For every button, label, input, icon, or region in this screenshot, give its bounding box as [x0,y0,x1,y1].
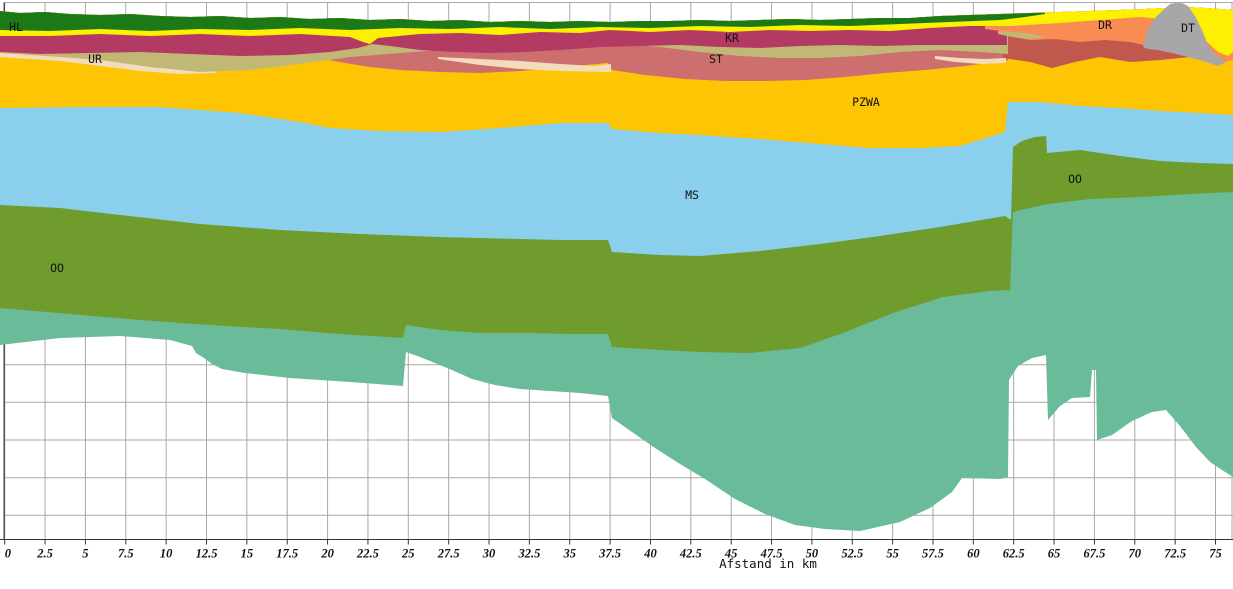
layer-khaki-sliver-east [998,31,1046,39]
x-tick-label-55: 55 [886,547,899,561]
x-tick-label-45: 45 [724,547,738,561]
x-tick-label-70: 70 [1129,547,1142,561]
formation-label-ms-5: MS [685,188,699,202]
x-tick-label-17.5: 17.5 [276,547,298,561]
formation-label-dr-8: DR [1098,18,1112,32]
x-tick-label-15: 15 [241,547,254,561]
x-tick-label-2.5: 2.5 [36,547,53,561]
x-tick-label-35: 35 [562,547,576,561]
x-tick-label-57.5: 57.5 [922,547,944,561]
formation-label-oo-6: OO [50,261,64,275]
formation-label-kr-2: KR [725,31,739,45]
formation-label-pzwa-4: PZWA [852,95,880,109]
x-tick-label-37.5: 37.5 [598,547,621,561]
x-tick-label-52.5: 52.5 [841,547,863,561]
x-tick-label-22.5: 22.5 [356,547,379,561]
x-tick-label-60: 60 [967,547,980,561]
x-tick-label-62.5: 62.5 [1003,547,1025,561]
layer-HL-green-cap [0,11,1045,31]
formation-label-oo-7: OO [1068,172,1082,186]
layer-wheat-lens-east [935,56,1006,64]
x-tick-label-50: 50 [806,547,819,561]
x-tick-label-42.5: 42.5 [679,547,702,561]
x-tick-label-32.5: 32.5 [517,547,540,561]
x-tick-label-7.5: 7.5 [118,547,134,561]
x-tick-label-47.5: 47.5 [760,547,783,561]
layer-DT-gray-hill [1143,2,1226,66]
x-tick-label-27.5: 27.5 [437,547,460,561]
x-tick-label-0: 0 [5,547,12,561]
x-tick-label-20: 20 [320,547,334,561]
x-tick-label-40: 40 [643,547,657,561]
formation-label-dt-9: DT [1181,21,1195,35]
x-tick-label-67.5: 67.5 [1083,547,1105,561]
x-axis-title: Afstand in km [719,556,817,571]
layer-wheat-lens-mid [438,57,611,72]
x-tick-label-72.5: 72.5 [1164,547,1186,561]
x-tick-label-65: 65 [1048,547,1061,561]
x-tick-label-30: 30 [482,547,496,561]
x-tick-label-5: 5 [82,547,88,561]
x-axis: 0 2.5 5 7.5 10 12.5 15 17.5 20 22.5 25 27.5 30 32.5 35… [0,539,1233,571]
x-tick-label-75: 75 [1209,547,1222,561]
formation-label-ur-1: UR [88,52,102,66]
x-tick-label-10: 10 [160,547,173,561]
formation-label-hl-0: HL [9,20,23,34]
strata-layers [0,2,1233,531]
formation-label-st-3: ST [709,52,723,66]
x-tick-label-12.5: 12.5 [196,547,218,561]
x-tick-label-25: 25 [401,547,415,561]
